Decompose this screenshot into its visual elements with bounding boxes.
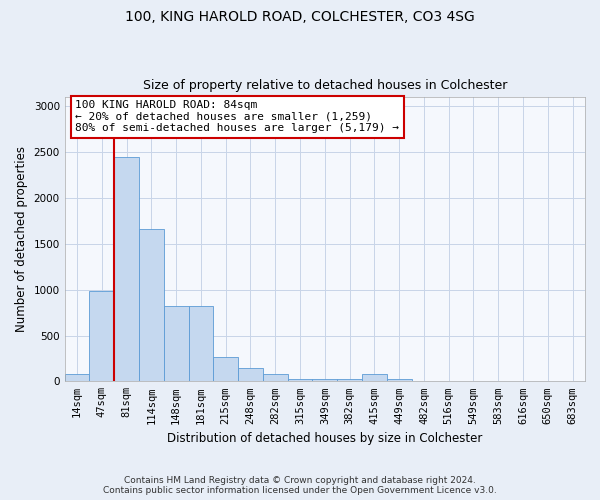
Text: 100, KING HAROLD ROAD, COLCHESTER, CO3 4SG: 100, KING HAROLD ROAD, COLCHESTER, CO3 4…: [125, 10, 475, 24]
Bar: [362, 374, 387, 382]
Title: Size of property relative to detached houses in Colchester: Size of property relative to detached ho…: [143, 79, 507, 92]
Y-axis label: Number of detached properties: Number of detached properties: [15, 146, 28, 332]
Bar: [337, 378, 362, 382]
Bar: [114, 157, 139, 382]
Bar: [387, 378, 412, 382]
Bar: [238, 368, 263, 382]
Bar: [89, 291, 114, 382]
Bar: [139, 229, 164, 382]
Bar: [188, 306, 214, 382]
Text: 100 KING HAROLD ROAD: 84sqm
← 20% of detached houses are smaller (1,259)
80% of : 100 KING HAROLD ROAD: 84sqm ← 20% of det…: [75, 100, 399, 134]
Text: Contains HM Land Registry data © Crown copyright and database right 2024.
Contai: Contains HM Land Registry data © Crown c…: [103, 476, 497, 495]
Bar: [287, 378, 313, 382]
X-axis label: Distribution of detached houses by size in Colchester: Distribution of detached houses by size …: [167, 432, 482, 445]
Bar: [65, 374, 89, 382]
Bar: [164, 306, 188, 382]
Bar: [214, 358, 238, 382]
Bar: [263, 374, 287, 382]
Bar: [313, 378, 337, 382]
